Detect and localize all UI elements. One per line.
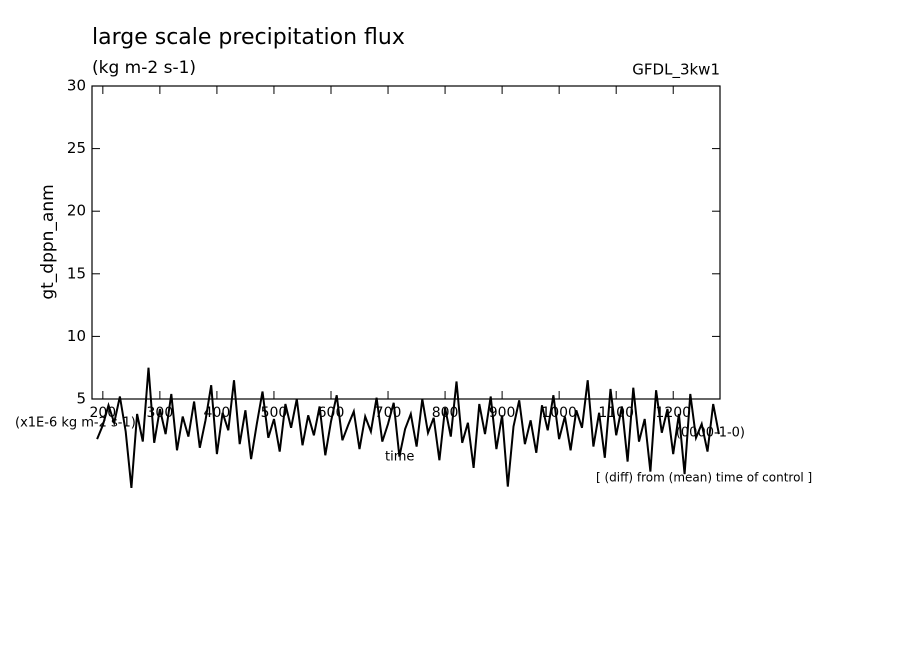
- x-axis-label: time: [385, 450, 414, 465]
- plot-frame: [91, 85, 721, 400]
- note: [ (diff) from (mean) time of control ]: [596, 471, 812, 485]
- chart-title: large scale precipitation flux: [92, 25, 405, 50]
- y-tick-label: 25: [67, 139, 86, 157]
- y-tick-label: 30: [67, 77, 86, 95]
- x-tick-label: 900: [489, 405, 516, 421]
- y-tick-label: 15: [67, 264, 86, 282]
- y-tick-label: 20: [67, 202, 86, 220]
- data-line: [96, 367, 720, 489]
- x-tick-label: 1100: [598, 405, 634, 421]
- x-tick-label: 1200: [655, 405, 691, 421]
- chart-subtitle: (kg m-2 s-1): [92, 58, 196, 78]
- unit-note: (x1E-6 kg m-2 s-1): [15, 416, 136, 431]
- x-tick-label: 1000: [541, 405, 577, 421]
- y-axis-label: gt_dppn_anm: [38, 184, 58, 299]
- x-tick-label: 500: [261, 405, 288, 421]
- y-tick-label: 5: [76, 390, 86, 408]
- dataset-label: GFDL_3kw1: [632, 61, 720, 80]
- y-tick-label: 10: [67, 327, 86, 345]
